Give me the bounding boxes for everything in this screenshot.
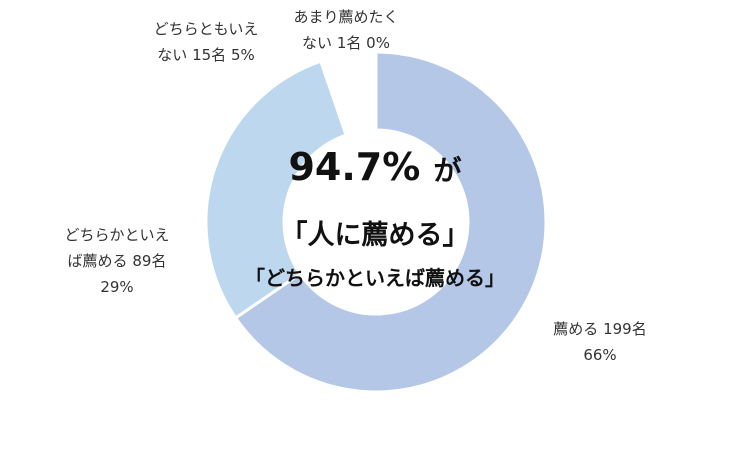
count-label: 15名: [192, 46, 227, 64]
center-headline: 94.7% が: [0, 145, 750, 189]
slice-label: どちらかといえば薦める 89名 29%: [58, 222, 176, 300]
slice-label: どちらともいえない 15名 5%: [150, 16, 262, 68]
category-label: どちらともいえない: [153, 20, 259, 64]
center-line: 「人に薦める」: [280, 220, 470, 251]
donut-slice: [233, 50, 548, 394]
percent-label: 29%: [100, 278, 134, 296]
count-label: 199名: [603, 320, 647, 338]
center-line: 「どちらかといえば薦める」: [245, 266, 505, 290]
center-suffix: が: [433, 154, 462, 187]
donut-slice: [204, 59, 349, 320]
slice-label: 薦める 199名 66%: [530, 316, 670, 368]
category-label: 薦める: [553, 320, 599, 338]
slice-label: あまり薦めたくない 1名 0%: [290, 4, 402, 56]
count-label: 89名: [132, 252, 167, 270]
category-label: あまり薦めたくない: [293, 8, 399, 52]
donut-slice: [370, 50, 378, 132]
center-figure: 94.7%: [288, 145, 421, 189]
percent-label: 5%: [230, 46, 255, 64]
count-label: 1名: [336, 34, 362, 52]
category-label: どちらかといえば薦める: [64, 226, 170, 270]
percent-label: 0%: [366, 34, 390, 52]
percent-label: 66%: [583, 346, 617, 364]
